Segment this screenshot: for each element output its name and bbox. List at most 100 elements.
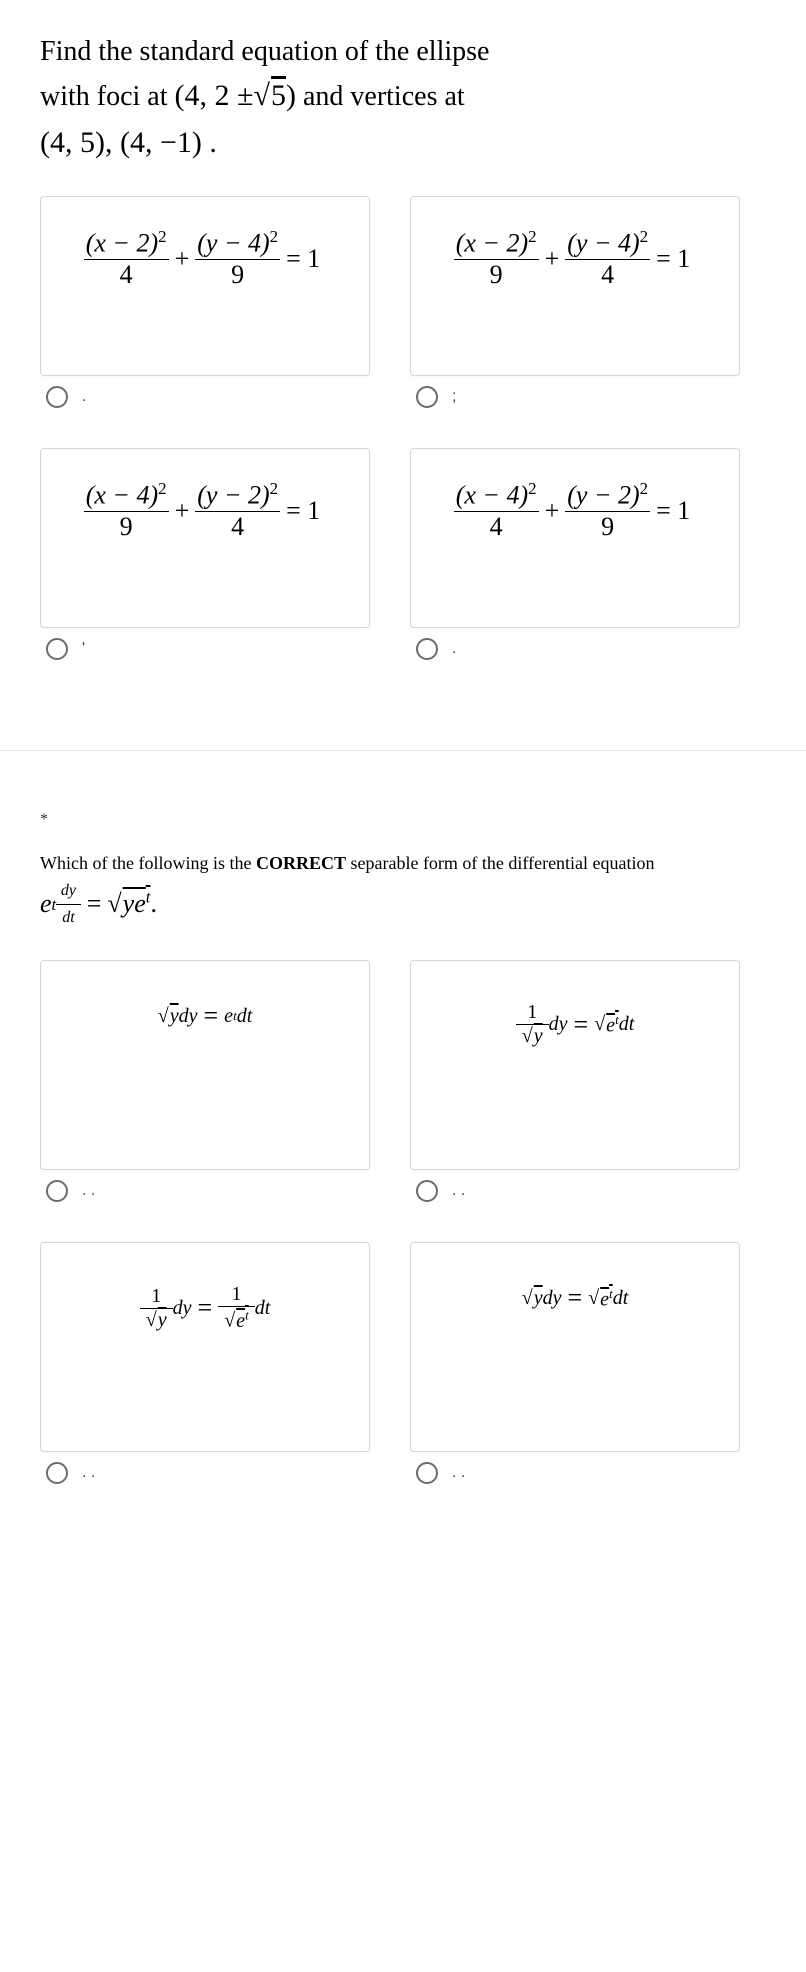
- q1-option-d: (x − 4)2 4 + (y − 2)2 9 = 1 .: [410, 448, 740, 660]
- exp: 2: [528, 479, 536, 498]
- c-rhs-post: dt: [255, 1297, 271, 1320]
- q2-label-a: . .: [82, 1182, 95, 1200]
- q1-card-a: (x − 2)2 4 + (y − 4)2 9 = 1: [40, 196, 370, 376]
- q2-radio-a[interactable]: . .: [40, 1170, 370, 1202]
- radio-icon: [416, 386, 438, 408]
- exp: 2: [270, 227, 278, 246]
- question-separator: [0, 750, 806, 751]
- c-den-sqrt: y: [157, 1309, 167, 1331]
- d-rhs-pre: e: [600, 1288, 609, 1310]
- q1-card-c: (x − 4)2 9 + (y − 2)2 4 = 1: [40, 448, 370, 628]
- rhs-d: = 1: [650, 496, 696, 526]
- exp: 2: [158, 479, 166, 498]
- q2-card-c: 1 √y dy = 1 √et dt: [40, 1242, 370, 1452]
- den-d1: 4: [454, 511, 539, 542]
- q2-card-a: √ydy = etdt: [40, 960, 370, 1170]
- eq-sign: =: [198, 1001, 225, 1031]
- plus: +: [169, 244, 196, 274]
- q1-radio-b[interactable]: ;: [410, 376, 740, 408]
- c-num2: 1: [218, 1283, 255, 1306]
- frac-d2: (y − 2)2 9: [565, 479, 650, 542]
- q2-question: Which of the following is the CORRECT se…: [40, 849, 766, 930]
- c-rhs-sup: t: [245, 1307, 249, 1322]
- q1-card-d: (x − 4)2 4 + (y − 2)2 9 = 1: [410, 448, 740, 628]
- q1-option-c: (x − 4)2 9 + (y − 2)2 4 = 1 ': [40, 448, 370, 660]
- exp: 2: [270, 479, 278, 498]
- q1-option-b: (x − 2)2 9 + (y − 4)2 4 = 1 ;: [410, 196, 740, 408]
- radio-icon: [416, 638, 438, 660]
- frac-b1: (x − 2)2 9: [454, 227, 539, 290]
- label-b: ;: [452, 388, 456, 406]
- num-c2: (y − 2): [197, 481, 269, 510]
- q1-card-b: (x − 2)2 9 + (y − 4)2 4 = 1: [410, 196, 740, 376]
- q1-radio-c[interactable]: ': [40, 628, 370, 660]
- exp: 2: [640, 227, 648, 246]
- q2-radio-c[interactable]: . .: [40, 1452, 370, 1484]
- eq-sign: =: [192, 1293, 219, 1323]
- q1-foci-expr: (4, 2 ± √5 ): [175, 73, 296, 120]
- d-lhs-sqrt: y: [533, 1287, 543, 1310]
- q2-label-c: . .: [82, 1464, 95, 1482]
- q1-line1: Find the standard equation of the ellips…: [40, 36, 489, 67]
- frac-d1: (x − 4)2 4: [454, 479, 539, 542]
- foci-inner: 4, 2 ±: [185, 73, 254, 120]
- b-rhs-pre: e: [606, 1015, 615, 1037]
- label-c: ': [82, 640, 85, 658]
- q2-period: .: [150, 883, 157, 925]
- q2-radio-b[interactable]: . .: [410, 1170, 740, 1202]
- q2-num: dy: [56, 878, 80, 904]
- b-den-sqrt: y: [533, 1025, 543, 1047]
- q1-options: (x − 2)2 4 + (y − 4)2 9 = 1 .: [40, 196, 766, 660]
- den-a2: 9: [195, 259, 280, 290]
- q2-option-b: 1 √y dy = √et dt . .: [410, 960, 740, 1202]
- plus: +: [539, 244, 566, 274]
- plus: +: [169, 496, 196, 526]
- sqrt-sign: √: [254, 73, 270, 120]
- q2-rhs-inner: ye: [123, 889, 146, 918]
- num-c1: (x − 4): [86, 481, 158, 510]
- q2-card-d: √y dy = √et dt: [410, 1242, 740, 1452]
- q2-pre: Which of the following is the: [40, 853, 256, 873]
- exp: 2: [640, 479, 648, 498]
- b-lhs-post: dy: [549, 1013, 568, 1036]
- b-rhs-post: dt: [619, 1013, 635, 1036]
- label-d: .: [452, 640, 456, 658]
- a-lhs-sqrt: y: [169, 1005, 179, 1028]
- a-rhs-pre: e: [224, 1005, 233, 1028]
- num-a2: (y − 4): [197, 229, 269, 258]
- plus: +: [539, 496, 566, 526]
- q2-label-d: . .: [452, 1464, 465, 1482]
- radio-icon: [416, 1180, 438, 1202]
- radio-icon: [46, 1180, 68, 1202]
- q2-den: dt: [56, 904, 80, 931]
- num-d2: (y − 2): [567, 481, 639, 510]
- den-a1: 4: [84, 259, 169, 290]
- a-rhs-post: dt: [237, 1005, 253, 1028]
- q2-equation: et dy dt = √yet .: [40, 878, 157, 930]
- q1-radio-a[interactable]: .: [40, 376, 370, 408]
- radio-icon: [46, 386, 68, 408]
- num-d1: (x − 4): [456, 481, 528, 510]
- frac-c2: (y − 2)2 4: [195, 479, 280, 542]
- d-rhs-post: dt: [613, 1287, 629, 1310]
- q1-vertices: (4, 5), (4, −1) .: [40, 126, 217, 159]
- q1-radio-d[interactable]: .: [410, 628, 740, 660]
- q2-container: * Which of the following is the CORRECT …: [0, 781, 806, 1534]
- frac-c1: (x − 4)2 9: [84, 479, 169, 542]
- q1-line2-post: and vertices at: [303, 81, 465, 112]
- radio-icon: [46, 638, 68, 660]
- eq-sign: =: [81, 883, 108, 925]
- den-d2: 9: [565, 511, 650, 542]
- rhs-c: = 1: [280, 496, 326, 526]
- eq-sign: =: [568, 1010, 595, 1040]
- den-b1: 9: [454, 259, 539, 290]
- den-c2: 4: [195, 511, 280, 542]
- b-num: 1: [516, 1001, 549, 1024]
- q2-radio-d[interactable]: . .: [410, 1452, 740, 1484]
- c-rhs-pre: e: [236, 1310, 245, 1332]
- num-b2: (y − 4): [567, 229, 639, 258]
- rhs-a: = 1: [280, 244, 326, 274]
- num-b1: (x − 2): [456, 229, 528, 258]
- q2-option-a: √ydy = etdt . .: [40, 960, 370, 1202]
- c-lhs-post: dy: [173, 1297, 192, 1320]
